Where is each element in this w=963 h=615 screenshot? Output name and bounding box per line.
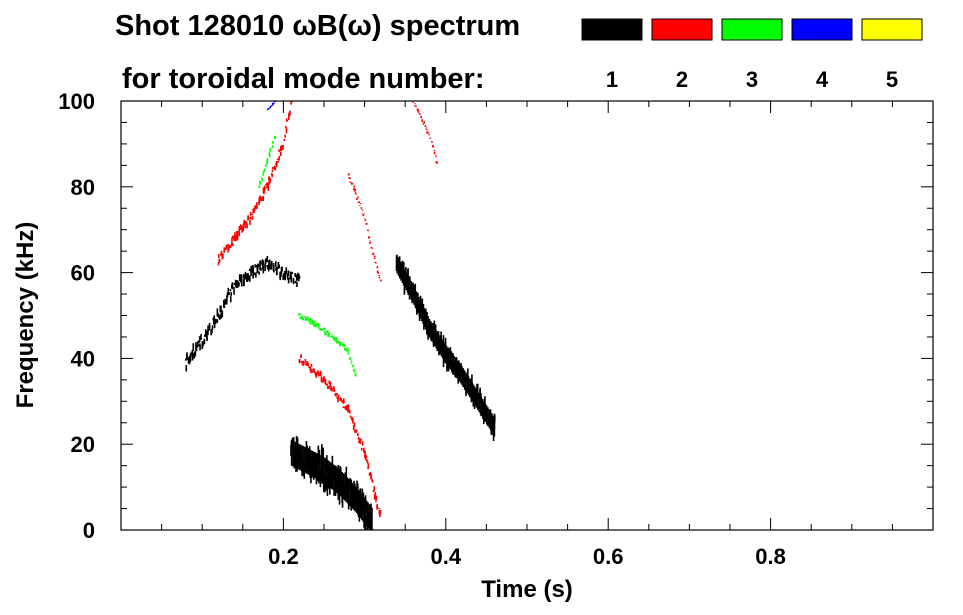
chart-title-line1: Shot 128010 ωB(ω) spectrum — [115, 10, 520, 42]
mode-1-track — [290, 435, 374, 530]
legend-swatch-4 — [791, 18, 853, 41]
y-tick-label: 0 — [83, 518, 95, 543]
y-tick-label: 100 — [58, 89, 95, 114]
plot-frame — [120, 100, 934, 531]
chart-title-line2: for toroidal mode number: — [122, 63, 485, 95]
legend-label-3: 3 — [746, 67, 758, 92]
mode-2-track — [347, 173, 383, 282]
x-tick-label: 0.2 — [268, 544, 299, 569]
x-axis-label: Time (s) — [481, 576, 573, 603]
x-tick-label: 0.8 — [755, 544, 786, 569]
legend-swatch-5 — [861, 18, 923, 41]
y-axis-label: Frequency (kHz) — [12, 222, 39, 409]
axis-tick-labels: 0.2 0.4 0.6 0.8 0 20 40 60 80 100 — [58, 89, 786, 569]
legend-label-2: 2 — [676, 67, 688, 92]
y-tick-label: 60 — [71, 261, 95, 286]
mode-2-track — [412, 101, 438, 164]
mode-3-track — [298, 313, 357, 377]
legend-label-4: 4 — [816, 67, 829, 92]
x-tick-label: 0.6 — [593, 544, 624, 569]
axis-ticks — [121, 101, 933, 530]
y-tick-label: 40 — [71, 346, 95, 371]
y-tick-label: 80 — [71, 175, 95, 200]
mode-3-track — [258, 135, 276, 189]
mode-2-track — [217, 101, 293, 266]
legend-swatch-3 — [721, 18, 783, 41]
spectrogram-data — [185, 101, 496, 530]
legend-label-1: 1 — [606, 67, 618, 92]
legend: 1 2 3 4 5 — [581, 18, 923, 92]
legend-swatch-2 — [651, 18, 713, 41]
x-tick-label: 0.4 — [431, 544, 462, 569]
y-tick-label: 20 — [71, 432, 95, 457]
legend-label-5: 5 — [886, 67, 898, 92]
mode-1-track — [185, 255, 301, 372]
mode-4-track — [266, 101, 276, 111]
mode-1-track — [395, 254, 496, 441]
legend-swatch-1 — [581, 18, 643, 41]
mode-2-track — [298, 354, 382, 518]
